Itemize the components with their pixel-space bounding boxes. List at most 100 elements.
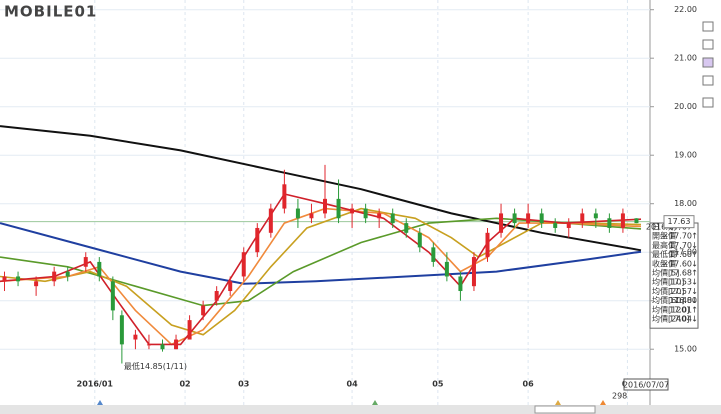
- panel-arrow: ↓: [691, 259, 698, 268]
- candle-body: [309, 213, 314, 219]
- panel-arrow: ↓: [691, 296, 698, 305]
- candle-body: [620, 213, 625, 228]
- candle-body: [458, 276, 463, 292]
- x-tick-label: 02: [179, 380, 190, 389]
- candle-body: [553, 223, 558, 228]
- y-tick-label: 18.00: [674, 199, 697, 208]
- panel-value: 17.70: [669, 241, 692, 250]
- candle-body: [282, 184, 287, 209]
- cursor-date: 2016/07/07: [623, 381, 669, 390]
- panel-label: 均價[5]: [652, 268, 679, 278]
- candle-body: [390, 213, 395, 224]
- panel-arrow: ↓: [691, 241, 698, 250]
- panel-arrow: ↓: [691, 315, 698, 324]
- x-tick-label: 2016/01: [77, 380, 114, 389]
- tool-icon[interactable]: [702, 97, 714, 108]
- y-tick-label: 17.00: [674, 248, 697, 257]
- candle-body: [377, 213, 382, 219]
- candle-body: [539, 213, 544, 224]
- tool-icon[interactable]: [702, 57, 714, 68]
- x-tick-label: 04: [347, 380, 359, 389]
- price-label: 17.63: [668, 217, 691, 226]
- candle-body: [404, 223, 409, 233]
- candle-body: [593, 213, 598, 219]
- candle-body: [2, 276, 7, 282]
- candle-body: [97, 261, 102, 277]
- candle-body: [485, 232, 490, 258]
- cursor-date-box: [623, 378, 669, 391]
- scroll-count: 298: [612, 392, 627, 401]
- panel-arrow: ↓: [691, 287, 698, 296]
- panel-arrow: ↓: [691, 278, 698, 287]
- y-tick-label: 22.00: [674, 5, 697, 14]
- panel-value: 17.53: [669, 278, 692, 287]
- candle-body: [336, 198, 341, 219]
- candle-body: [146, 344, 151, 346]
- candle-body: [160, 344, 165, 350]
- panel-arrow: ↑: [691, 269, 698, 278]
- tool-icon[interactable]: [702, 75, 714, 86]
- panel-arrow: ↑: [691, 250, 698, 259]
- panel-label: 收盤價: [652, 258, 676, 268]
- candle-body: [417, 232, 422, 248]
- candle-body: [526, 213, 531, 224]
- candle-body: [133, 334, 138, 340]
- event-marker: [555, 400, 561, 405]
- panel-value: 17.68: [669, 269, 692, 278]
- x-tick-label: 05: [432, 380, 444, 389]
- panel-value: 17.57: [669, 287, 692, 296]
- y-tick-label: 21.00: [674, 54, 697, 63]
- ma-line: [0, 222, 642, 285]
- tool-icon[interactable]: [702, 39, 714, 50]
- scroll-bar[interactable]: [0, 405, 721, 414]
- candle-body: [187, 320, 192, 340]
- candle-body: [241, 252, 246, 277]
- candles: [2, 164, 639, 357]
- toolbar[interactable]: [702, 21, 714, 108]
- candle-body: [431, 247, 436, 262]
- info-panel: 日 期2016/07/07開盤價17.70↑最高價17.70↓最低價17.60↑…: [646, 222, 699, 329]
- tool-icon[interactable]: [702, 21, 714, 32]
- candle-body: [444, 261, 449, 277]
- panel-value: 17.01: [669, 305, 692, 314]
- panel-value: 17.04: [669, 315, 692, 324]
- candle-body: [471, 257, 476, 287]
- candle-body: [174, 339, 179, 350]
- panel-value: 17.60: [669, 250, 692, 259]
- panel-value: 17.60: [669, 259, 692, 268]
- price-label-box: [663, 215, 695, 229]
- candle-body: [634, 218, 639, 224]
- event-marker: [600, 400, 606, 405]
- panel-label: 均價[10]: [652, 277, 684, 287]
- candle-body: [566, 223, 571, 228]
- candle-body: [255, 227, 260, 253]
- panel-value: 17.70: [669, 232, 692, 241]
- candle-body: [580, 213, 585, 224]
- x-tick-label: 06: [523, 380, 535, 389]
- candle-body: [34, 281, 39, 287]
- panel-label: 均價[60]: [652, 295, 684, 305]
- candle-body: [16, 276, 21, 282]
- candle-body: [214, 291, 219, 301]
- candle-body: [499, 213, 504, 233]
- candle-body: [512, 213, 517, 224]
- panel-label: 開盤價: [652, 231, 676, 241]
- low-label: 最低14.85(1/11): [124, 361, 187, 371]
- candle-body: [83, 257, 88, 267]
- ma-line: [0, 125, 642, 252]
- panel-arrow: ↑: [691, 232, 698, 241]
- panel-label: 最低價: [652, 249, 676, 259]
- x-tick-label: 03: [238, 380, 249, 389]
- panel-box: [649, 222, 699, 329]
- candle-body: [350, 208, 355, 214]
- y-tick-label: 16.00: [674, 296, 697, 305]
- candle-body: [295, 208, 300, 219]
- panel-value: 17.48: [669, 296, 692, 305]
- candle-body: [201, 305, 206, 316]
- scroll-thumb[interactable]: [534, 405, 596, 414]
- candle-body: [119, 315, 124, 345]
- candle-body: [228, 281, 233, 292]
- panel-label: 均價[20]: [652, 286, 684, 296]
